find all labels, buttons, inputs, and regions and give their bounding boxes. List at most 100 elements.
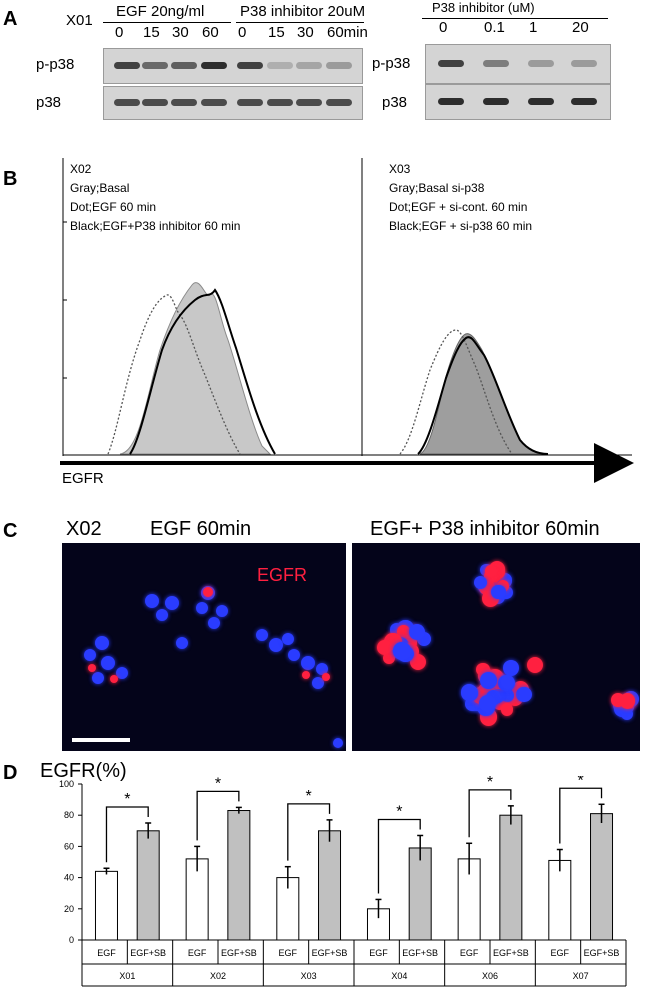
inhibitor-group-line: [236, 22, 364, 23]
band-p38-right-3: [571, 98, 597, 105]
band-p38-right-0: [438, 98, 464, 105]
nucleus-left-2: [156, 609, 168, 621]
bar-label-X01-0: EGF: [97, 948, 116, 958]
hist-left-inhibitor-black: [129, 288, 276, 455]
nucleus-left-6: [216, 605, 228, 617]
bar-X04-EGF+SB: [408, 847, 432, 941]
cluster-center-39: [500, 675, 515, 689]
bar-label-X06-0: EGF: [460, 948, 479, 958]
band-p38-left-3: [201, 99, 227, 106]
cluster-top-14: [473, 575, 487, 589]
group-label-X07: X07: [573, 971, 589, 981]
bar-label-X03-0: EGF: [279, 948, 298, 958]
band-pp38-left-6: [296, 62, 322, 69]
blot-p38-left: [103, 86, 363, 120]
band-p38-left-6: [296, 99, 322, 106]
band-pp38-left-7: [326, 62, 352, 69]
hist-right-line-2: Dot;EGF + si-cont. 60 min: [389, 200, 528, 214]
lane-label-left-4: 0: [238, 24, 247, 41]
egf-group-label: EGF 20ng/ml: [116, 3, 205, 20]
group-label-X04: X04: [391, 971, 407, 981]
bar-X03-EGF+SB: [318, 830, 342, 941]
bar-X07-EGF+SB: [590, 813, 614, 941]
band-pp38-right-3: [571, 60, 597, 67]
significance-bracket-X01: [105, 806, 149, 863]
hist-legend-right: X03 Gray;Basal si-p38 Dot;EGF + si-cont.…: [389, 160, 532, 236]
lane-label-left-7: 60min: [327, 24, 368, 41]
bar-label-X01-1: EGF+SB: [130, 948, 166, 958]
lane-label-left-2: 30: [172, 24, 189, 41]
row-label-p38-right: p38: [382, 94, 408, 111]
micrograph-egf: EGFR: [62, 543, 346, 751]
hist-axis-label: EGFR: [62, 470, 104, 487]
band-pp38-left-4: [237, 62, 263, 69]
hist-right-sip38-black: [417, 336, 549, 455]
cluster-top-15: [484, 565, 497, 578]
y-tick-label-2: 40: [64, 873, 74, 883]
band-p38-left-4: [237, 99, 263, 106]
micro-right-title: EGF+ P38 inhibitor 60min: [370, 518, 600, 540]
cluster-left-18: [378, 639, 393, 654]
blot-pp38-right: [425, 44, 611, 84]
sample-label-a: X01: [66, 12, 93, 29]
hist-left-sample: X02: [70, 162, 92, 176]
bar-X07-EGF: [548, 859, 572, 941]
hist-left-line-1: Gray;Basal: [70, 181, 130, 195]
egfr-spot-left-4: [302, 671, 310, 679]
lane-label-left-3: 60: [202, 24, 219, 41]
bar-X01-EGF: [94, 870, 118, 941]
panel-a-letter: A: [3, 8, 18, 30]
hist-left-line-3: Black;EGF+P38 inhibitor 60 min: [70, 219, 241, 233]
significance-bracket-X03: [287, 803, 331, 861]
inhibitor-group-label: P38 inhibitor 20uM: [240, 3, 366, 20]
nucleus-left-7: [95, 636, 109, 650]
significance-star-X07: *: [578, 776, 584, 789]
significance-star-X01: *: [124, 791, 130, 808]
nucleus-left-16: [301, 656, 315, 670]
nucleus-left-11: [92, 672, 104, 684]
bar-label-X07-0: EGF: [551, 948, 570, 958]
lane-label-right-0: 0: [439, 19, 448, 36]
significance-star-X03: *: [306, 788, 312, 805]
cluster-center-14: [516, 686, 533, 703]
bar-label-X02-0: EGF: [188, 948, 207, 958]
group-label-X02: X02: [210, 971, 226, 981]
nucleus-left-14: [282, 633, 294, 645]
blot-pp38-left: [103, 48, 363, 84]
nucleus-left-9: [101, 656, 115, 670]
group-label-X01: X01: [119, 971, 135, 981]
panel-d-letter: D: [3, 762, 18, 784]
dose-group-line: [422, 18, 608, 19]
nucleus-left-4: [196, 602, 208, 614]
nucleus-left-15: [288, 649, 300, 661]
lane-label-left-5: 15: [268, 24, 285, 41]
bar-label-X04-1: EGF+SB: [402, 948, 438, 958]
band-p38-left-2: [171, 99, 197, 106]
nucleus-left-18: [312, 677, 324, 689]
hist-right-line-1: Gray;Basal si-p38: [389, 181, 485, 195]
micrograph-egf-inhibitor: [352, 543, 640, 751]
cluster-center-33: [480, 672, 497, 690]
lane-label-right-2: 1: [529, 19, 538, 36]
bar-X02-EGF+SB: [227, 810, 251, 941]
egfr-spot-left-0: [203, 587, 213, 597]
bar-label-X02-1: EGF+SB: [221, 948, 257, 958]
hist-left-egf-dotted: [107, 294, 241, 455]
cluster-center-38: [502, 660, 519, 677]
significance-star-X02: *: [215, 776, 221, 792]
hist-right-egf-dotted: [399, 329, 513, 455]
band-pp38-right-1: [483, 60, 509, 67]
cluster-center-36: [500, 703, 513, 716]
bar-label-X04-0: EGF: [369, 948, 388, 958]
cluster-top-13: [491, 584, 506, 599]
band-p38-left-7: [326, 99, 352, 106]
significance-star-X06: *: [487, 776, 493, 791]
nucleus-left-12: [256, 629, 268, 641]
blot-p38-right: [425, 84, 611, 120]
bar-label-X07-1: EGF+SB: [584, 948, 620, 958]
single-cell-right: [527, 657, 543, 673]
lane-label-left-6: 30: [297, 24, 314, 41]
nucleus-left-17: [316, 663, 328, 675]
nucleus-left-20: [176, 637, 188, 649]
lane-label-left-1: 15: [143, 24, 160, 41]
